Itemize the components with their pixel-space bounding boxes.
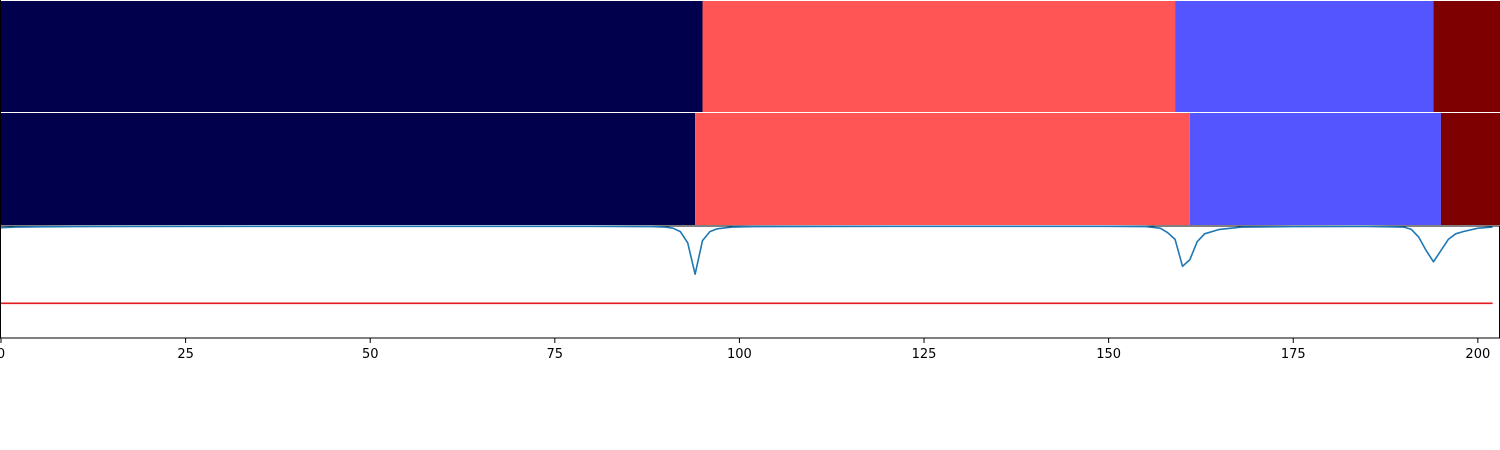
line-plot-panel (0, 0, 1500, 339)
x-tick-label: 100 (727, 347, 752, 362)
segment-2-3 (1189, 113, 1441, 225)
x-tick-label: 50 (362, 347, 379, 362)
x-tick-label: 75 (547, 347, 564, 362)
x-tick-label: 175 (1281, 347, 1306, 362)
line-series-1 (0, 225, 1493, 276)
segment-1-4 (1433, 1, 1500, 112)
segment-2-2 (695, 113, 1190, 225)
segment-1-2 (702, 1, 1176, 112)
line-panel-frame (0, 225, 1500, 339)
segmentation-bar-2 (1, 113, 1500, 225)
segment-2-1 (1, 113, 696, 225)
segmentation-bar-1 (1, 1, 1500, 112)
segment-1-3 (1175, 1, 1434, 112)
x-tick-label: 0 (0, 347, 5, 362)
x-axis: 0 25 50 75 100 125 150 175 200 (0, 338, 1490, 362)
x-tick-label: 150 (1096, 347, 1121, 362)
segment-1-1 (1, 1, 703, 112)
x-tick-label: 200 (1465, 347, 1490, 362)
segment-2-4 (1440, 113, 1500, 225)
x-tick-label: 125 (912, 347, 937, 362)
x-tick-label: 25 (177, 347, 194, 362)
